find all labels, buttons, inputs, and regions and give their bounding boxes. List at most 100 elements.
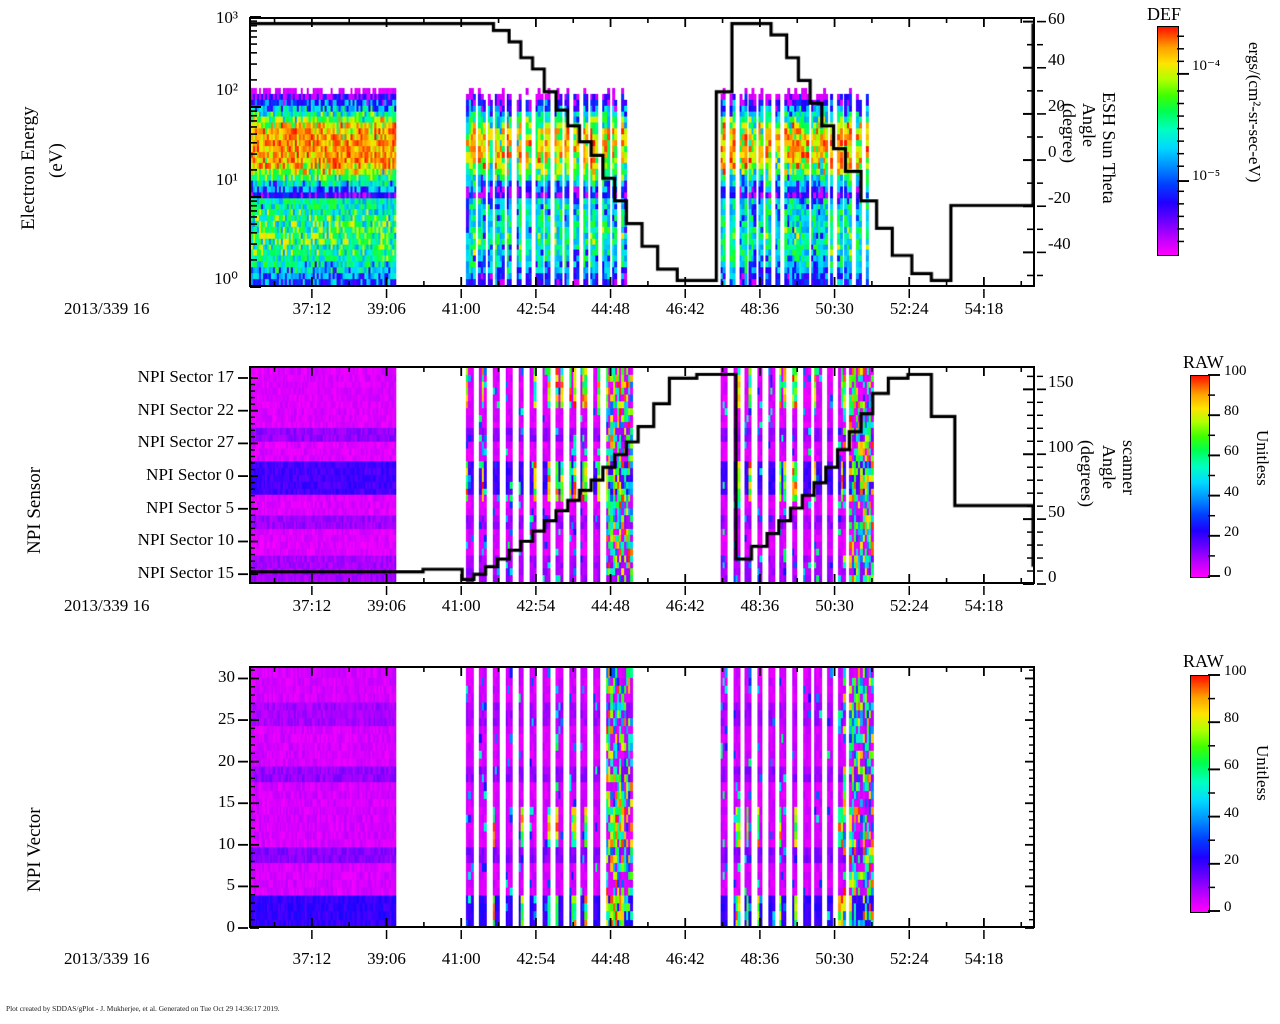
panel2-right-ytick-0: 150 — [1048, 372, 1074, 391]
panel2-right-title: scanner — [1119, 440, 1139, 495]
panel1-colorbar — [1157, 26, 1179, 256]
panel1-right-title: ESH Sun Theta — [1099, 92, 1119, 204]
panel1-right-ytick-2: 20 — [1048, 96, 1065, 115]
colorbar-tick-label: 20 — [1224, 851, 1239, 868]
panel1-ylabel-line2: (eV) — [46, 143, 67, 178]
panel2-ytick-label: NPI Sector 5 — [146, 497, 234, 517]
xtick-label: 44:48 — [591, 949, 630, 968]
colorbar-tick-label: 40 — [1224, 804, 1239, 821]
footer-credit: Plot created by SDDAS/gPlot - J. Mukherj… — [6, 1004, 280, 1013]
panel1-right-unit-label: (degree) — [1059, 103, 1079, 163]
panel-npi-vector — [249, 666, 1035, 928]
xtick-label: 50:30 — [815, 299, 854, 318]
panel1-ylabel-line1: Electron Energy — [18, 106, 39, 230]
panel3-colorbar-unit: Unitless — [1253, 745, 1272, 801]
panel1-right-ytick-0: 60 — [1048, 9, 1065, 28]
panel1-ytick-0: 10³ — [215, 8, 238, 27]
colorbar-tick-label: 100 — [1224, 363, 1247, 379]
xtick-label: 41:00 — [441, 596, 481, 615]
panel1-ytick-2: 10¹ — [215, 170, 238, 189]
panel2-colorbar — [1190, 375, 1210, 578]
xtick-label: 46:42 — [665, 949, 705, 968]
colorbar-tick-label: 20 — [1224, 523, 1239, 540]
xtick-label: 48:36 — [740, 299, 780, 318]
panel2-ytick-label: NPI Sector 15 — [137, 563, 234, 583]
xtick-label: 44:48 — [591, 596, 630, 615]
xtick-label: 50:30 — [815, 596, 854, 615]
panel2-right-unit-label: (degrees) — [1077, 440, 1097, 507]
xtick-label: 54:18 — [964, 299, 1004, 318]
panel3-colorbar-ticks — [1208, 674, 1220, 912]
panel2-ylabel: NPI Sensor — [24, 466, 45, 554]
panel1-right-ytick-1: 40 — [1048, 50, 1065, 69]
colorbar-tick-label: 0 — [1224, 899, 1232, 915]
xtick-label: 46:42 — [665, 299, 705, 318]
xtick-label: 37:12 — [292, 596, 332, 615]
xtick-label: 52:24 — [889, 949, 929, 968]
panel3-ytick-label: 10 — [218, 833, 235, 853]
panel2-colorbar-ticks — [1208, 374, 1220, 577]
panel2-ytick-label: NPI Sector 17 — [137, 366, 234, 386]
xtick-label: 42:54 — [516, 299, 556, 318]
xtick-label: 39:06 — [367, 596, 406, 615]
panel2-ytick-label: NPI Sector 0 — [146, 465, 234, 485]
xtick-label: 54:18 — [964, 949, 1004, 968]
panel3-ytick-label: 30 — [218, 667, 235, 687]
xtick-label: 39:06 — [367, 299, 406, 318]
panel2-ytick-label: NPI Sector 10 — [137, 530, 234, 550]
panel3-colorbar — [1190, 675, 1210, 913]
xtick-label: 42:54 — [516, 596, 556, 615]
panel2-right-angle-label: Angle — [1099, 445, 1119, 489]
panel3-ytick-label: 15 — [218, 792, 235, 812]
panel3-ytick-label: 5 — [226, 875, 236, 895]
panel1-colorbar-tick-1: 10⁻⁵ — [1192, 168, 1221, 184]
xtick-label: 37:12 — [292, 299, 332, 318]
panel3-spectrogram — [251, 668, 1033, 926]
panel1-colorbar-title: DEF — [1147, 4, 1182, 24]
panel2-date-label: 2013/339 16 — [64, 596, 150, 615]
panel2-ytick-label: NPI Sector 22 — [137, 399, 234, 419]
panel1-right-ytick-5: -40 — [1048, 234, 1071, 253]
panel1-right-ytick-3: 0 — [1048, 142, 1057, 161]
panel3-ytick-label: 20 — [218, 750, 235, 770]
panel1-date-label: 2013/339 16 — [64, 299, 150, 318]
xtick-label: 44:48 — [591, 299, 630, 318]
panel1-right-angle-label: Angle — [1079, 103, 1099, 147]
panel1-colorbar-tick-0: 10⁻⁴ — [1192, 58, 1221, 74]
panel2-colorbar-unit: Unitless — [1253, 430, 1272, 486]
panel2-spectrogram — [251, 368, 1033, 582]
panel1-colorbar-ticks — [1177, 35, 1189, 243]
colorbar-tick-label: 100 — [1224, 663, 1247, 679]
panel3-colorbar-title: RAW — [1183, 651, 1224, 671]
xtick-label: 41:00 — [441, 299, 481, 318]
xtick-label: 41:00 — [441, 949, 481, 968]
panel1-colorbar-unit: ergs/(cm²-sr-sec-eV) — [1245, 42, 1264, 183]
colorbar-tick-label: 80 — [1224, 710, 1239, 727]
panel1-right-ytick-4: -20 — [1048, 188, 1071, 207]
panel1-spectrogram — [251, 19, 1033, 285]
panel3-ytick-label: 0 — [226, 917, 236, 936]
xtick-label: 46:42 — [665, 596, 705, 615]
panel3-date-label: 2013/339 16 — [64, 949, 150, 968]
xtick-label: 48:36 — [740, 596, 780, 615]
xtick-label: 37:12 — [292, 949, 332, 968]
colorbar-tick-label: 60 — [1224, 757, 1239, 774]
panel2-right-ytick-1: 100 — [1048, 437, 1074, 456]
colorbar-tick-label: 40 — [1224, 483, 1239, 500]
xtick-label: 52:24 — [889, 596, 929, 615]
panel3-ylabel: NPI Vector — [24, 807, 45, 892]
panel2-colorbar-title: RAW — [1183, 352, 1224, 372]
panel1-ytick-3: 10⁰ — [214, 269, 238, 288]
xtick-label: 48:36 — [740, 949, 780, 968]
xtick-label: 50:30 — [815, 949, 854, 968]
panel2-right-ytick-3: 0 — [1048, 567, 1057, 586]
panel-electron-energy — [249, 17, 1035, 287]
panel-npi-sensor — [249, 366, 1035, 584]
xtick-label: 39:06 — [367, 949, 406, 968]
panel1-ytick-1: 10² — [215, 80, 238, 99]
xtick-label: 52:24 — [889, 299, 929, 318]
panel2-right-ytick-2: 50 — [1048, 502, 1065, 521]
colorbar-tick-label: 60 — [1224, 443, 1239, 460]
panel2-ytick-label: NPI Sector 27 — [137, 432, 234, 452]
